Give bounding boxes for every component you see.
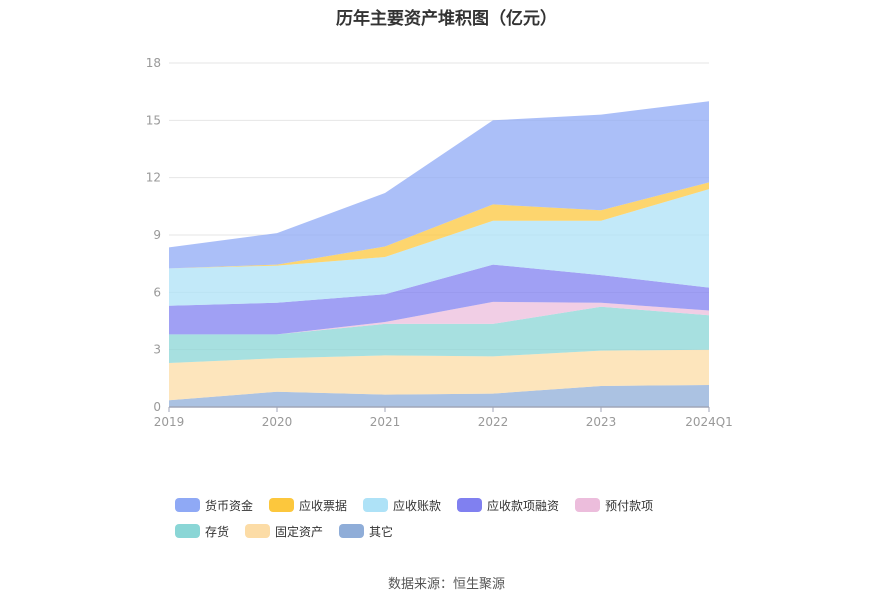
- legend-swatch: [457, 498, 483, 512]
- legend-label: 货币资金: [205, 498, 254, 513]
- legend-item[interactable]: 存货: [175, 521, 229, 541]
- legend-swatch: [245, 524, 271, 538]
- y-tick-label: 9: [153, 228, 161, 242]
- y-tick-label: 12: [146, 171, 161, 185]
- legend: 货币资金 应收票据 应收账款 应收款项融资 预付款项存货 固定资产 其它: [175, 495, 735, 541]
- legend-label: 存货: [205, 524, 230, 539]
- legend-swatch: [175, 524, 200, 538]
- legend-label: 应收款项融资: [487, 498, 560, 513]
- y-tick-label: 0: [153, 400, 161, 414]
- axes: 0 3 6 9 12 15 18 2019 2020 2021 2022 2023 2024Q1: [146, 56, 733, 429]
- y-tick-label: 6: [153, 285, 161, 299]
- legend-swatch: [339, 524, 365, 538]
- legend-swatch: [269, 498, 295, 512]
- legend-swatch: [575, 498, 601, 512]
- x-tick-label: 2022: [478, 415, 509, 429]
- area-series-固定资产[interactable]: [169, 349, 709, 401]
- area-series: [169, 101, 709, 407]
- area-series-存货[interactable]: [169, 306, 709, 363]
- chart-title: 历年主要资产堆积图（亿元）: [336, 9, 557, 29]
- area-series-应收账款[interactable]: [169, 189, 709, 306]
- legend-label: 应收票据: [299, 498, 348, 513]
- legend-item[interactable]: 其它: [339, 521, 393, 541]
- legend-swatch: [363, 498, 389, 512]
- y-tick-label: 18: [146, 56, 161, 70]
- area-series-应收款项融资[interactable]: [169, 264, 709, 335]
- legend-label: 预付款项: [605, 498, 654, 513]
- legend-item[interactable]: 货币资金: [175, 495, 253, 515]
- legend-item[interactable]: 预付款项: [575, 495, 653, 515]
- x-tick-label: 2020: [262, 415, 293, 429]
- data-source: 数据来源：恒生聚源: [387, 577, 505, 592]
- legend-item[interactable]: 固定资产: [245, 521, 323, 541]
- area-series-其它[interactable]: [169, 385, 709, 407]
- legend-label: 其它: [369, 524, 394, 539]
- x-tick-label: 2023: [586, 415, 617, 429]
- legend-swatch: [175, 498, 200, 512]
- x-tick-label: 2019: [154, 415, 185, 429]
- legend-item[interactable]: 应收票据: [269, 495, 347, 515]
- legend-label: 固定资产: [275, 524, 324, 539]
- y-tick-label: 15: [146, 113, 161, 127]
- area-series-货币资金[interactable]: [169, 101, 709, 269]
- legend-item[interactable]: 应收款项融资: [457, 495, 559, 515]
- legend-item[interactable]: 应收账款: [363, 495, 441, 515]
- y-tick-label: 3: [153, 343, 161, 357]
- x-tick-label: 2024Q1: [685, 415, 733, 429]
- area-series-预付款项[interactable]: [169, 301, 709, 335]
- legend-label: 应收账款: [393, 498, 442, 513]
- x-tick-label: 2021: [370, 415, 401, 429]
